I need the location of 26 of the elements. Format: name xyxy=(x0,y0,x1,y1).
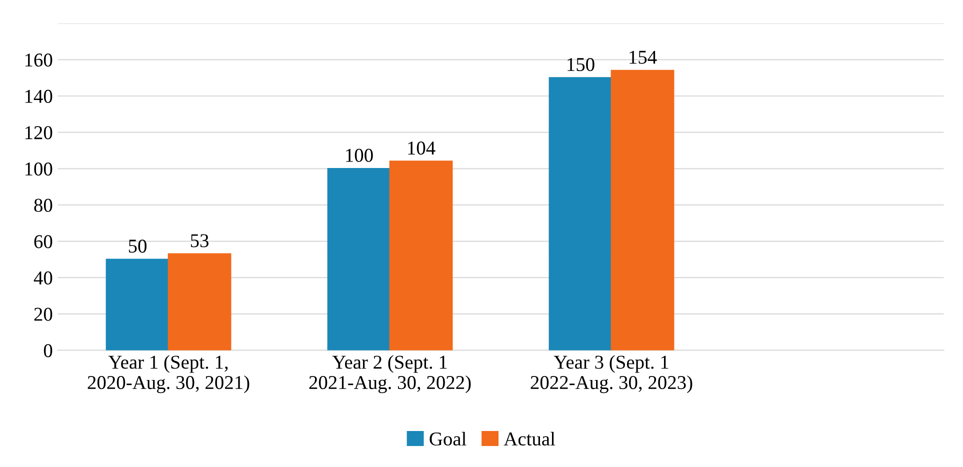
bar xyxy=(610,70,674,350)
bar xyxy=(389,160,453,350)
data-label: 50 xyxy=(128,240,146,253)
bar xyxy=(106,258,170,350)
bar xyxy=(327,168,391,350)
x-tick-label: Year 3 (Sept. 1 2022-Aug. 30, 2023) xyxy=(530,355,692,394)
data-label: 100 xyxy=(346,148,373,162)
legend-label: Actual xyxy=(504,432,556,446)
y-tick-label: 140 xyxy=(25,90,52,103)
y-tick-label: 80 xyxy=(34,198,52,212)
y-tick-label: 0 xyxy=(44,344,52,358)
y-tick-label: 40 xyxy=(34,271,52,285)
bar xyxy=(548,77,612,350)
y-tick-label: 20 xyxy=(34,308,52,321)
data-label: 104 xyxy=(408,142,436,155)
data-label: 53 xyxy=(190,234,208,248)
y-tick-label: 60 xyxy=(34,235,52,248)
data-label: 154 xyxy=(630,50,657,64)
y-tick-label: 100 xyxy=(25,162,52,176)
data-label: 150 xyxy=(568,58,594,72)
x-tick-label: Year 2 (Sept. 1 2021-Aug. 30, 2022) xyxy=(309,355,471,394)
y-tick-label: 120 xyxy=(25,126,52,140)
y-tick-label: 160 xyxy=(25,53,52,67)
x-tick-label: Year 1 (Sept. 1, 2020-Aug. 30, 2021) xyxy=(88,355,250,394)
legend-label: Goal xyxy=(430,432,466,446)
bar xyxy=(168,253,232,350)
